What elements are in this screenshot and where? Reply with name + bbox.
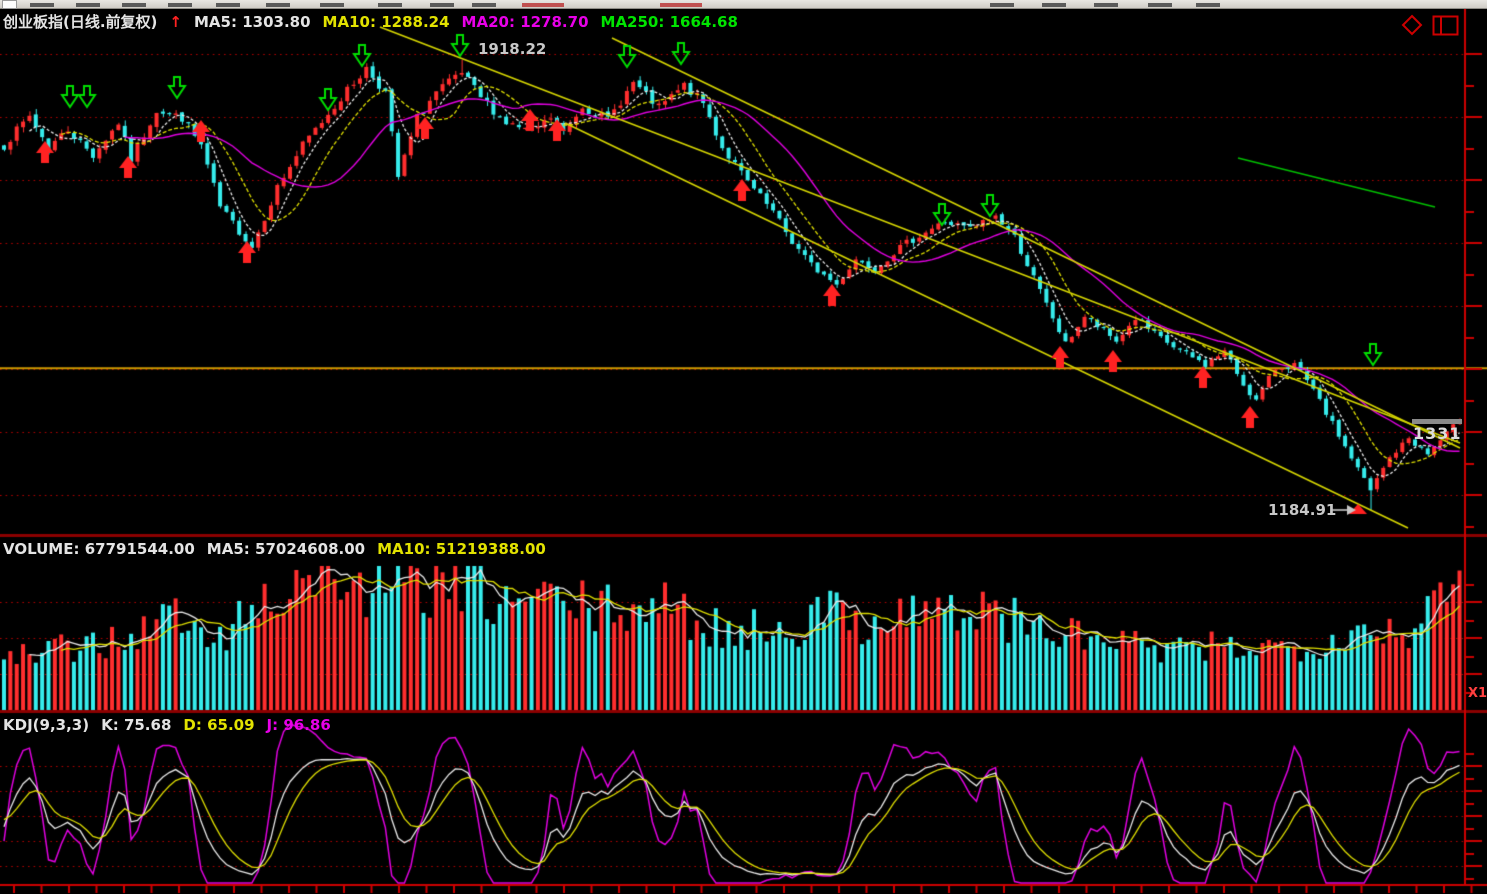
main-chart-header: 创业板指(日线.前复权) ↑ MA5: 1303.80 MA10: 1288.2…: [3, 11, 738, 32]
menu-item-clipped: [1042, 3, 1066, 7]
ma250-label: MA250: 1664.68: [600, 12, 738, 31]
kdj-label: KDJ(9,3,3): [3, 716, 90, 734]
ma10-label: MA10: 1288.24: [322, 12, 450, 31]
menu-item-clipped: [266, 3, 290, 7]
split-window-icon[interactable]: [1432, 15, 1459, 40]
up-arrow-icon: ↑: [169, 12, 182, 31]
ma5-label: MA5: 1303.80: [194, 12, 311, 31]
menu-item-clipped: [320, 3, 344, 7]
menu-item-clipped: [168, 3, 192, 7]
volume-ma5-label: MA5: 57024608.00: [206, 540, 366, 558]
menu-item-clipped: [76, 3, 100, 7]
diamond-icon[interactable]: [1400, 14, 1424, 40]
kdj-d-label: D: 65.09: [183, 716, 255, 734]
menu-item-clipped: [216, 3, 240, 7]
menu-bar-clipped[interactable]: [0, 0, 1487, 9]
menu-item-clipped: [990, 3, 1014, 7]
menu-app-icon: [2, 0, 17, 9]
high-price-annotation: 1918.22: [478, 40, 547, 58]
menu-item-clipped: [1148, 3, 1172, 7]
kdj-k-label: K: 75.68: [101, 716, 172, 734]
ma20-label: MA20: 1278.70: [461, 12, 589, 31]
menu-item-clipped: [122, 3, 146, 7]
menu-item-clipped: [1196, 3, 1220, 7]
latest-price-tag: 1331: [1413, 424, 1462, 443]
volume-multiplier-label: X1: [1468, 686, 1487, 701]
menu-item-clipped: [430, 3, 454, 7]
latest-price-marker-bar: [1412, 419, 1462, 424]
menu-item-clipped: [30, 3, 54, 7]
menu-item-clipped: [378, 3, 402, 7]
kdj-j-label: J: 96.86: [266, 716, 331, 734]
volume-ma10-label: MA10: 51219388.00: [377, 540, 546, 558]
volume-header: VOLUME: 67791544.00 MA5: 57024608.00 MA1…: [3, 540, 546, 558]
menu-item-clipped: [522, 3, 564, 7]
menu-item-clipped: [472, 3, 496, 7]
chart-title: 创业板指(日线.前复权): [3, 13, 158, 31]
kdj-header: KDJ(9,3,3) K: 75.68 D: 65.09 J: 96.86: [3, 716, 331, 734]
volume-label: VOLUME: 67791544.00: [3, 540, 195, 558]
menu-item-clipped: [1094, 3, 1118, 7]
chart-window-controls: [1400, 14, 1459, 40]
low-price-annotation: 1184.91: [1268, 501, 1337, 519]
menu-item-clipped: [660, 3, 702, 7]
